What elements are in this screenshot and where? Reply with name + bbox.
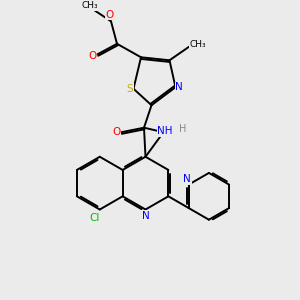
Text: N: N xyxy=(175,82,183,92)
Text: N: N xyxy=(183,174,191,184)
Text: S: S xyxy=(127,84,133,94)
Text: NH: NH xyxy=(157,126,173,136)
Text: CH₃: CH₃ xyxy=(81,1,98,10)
Text: H: H xyxy=(179,124,187,134)
Text: CH₃: CH₃ xyxy=(189,40,206,49)
Text: Cl: Cl xyxy=(89,214,100,224)
Text: O: O xyxy=(112,127,120,137)
Text: O: O xyxy=(88,51,96,61)
Text: O: O xyxy=(105,10,114,20)
Text: N: N xyxy=(142,211,149,221)
